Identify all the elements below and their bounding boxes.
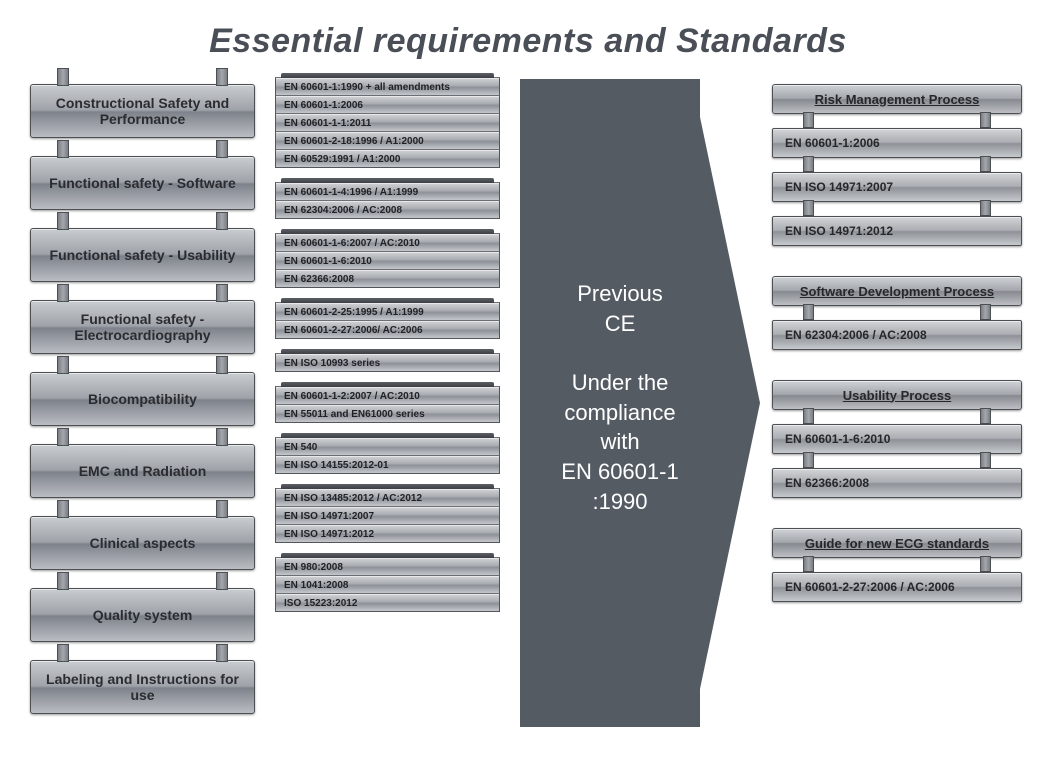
standard-bar: EN 62304:2006 / AC:2008: [275, 200, 500, 219]
standards-group: EN 60601-1:1990 + all amendments EN 6060…: [275, 77, 500, 168]
category-label: Quality system: [93, 607, 193, 623]
category-signpost: Functional safety - Electrocardiography: [30, 300, 255, 354]
standard-bar: EN 60601-2-18:1996 / A1:2000: [275, 131, 500, 150]
standard-bar: EN 60529:1991 / A1:2000: [275, 149, 500, 168]
process-header: Usability Process: [772, 380, 1022, 410]
category-signpost: Labeling and Instructions for use: [30, 660, 255, 714]
category-label: Functional safety - Electrocardiography: [45, 311, 240, 343]
arrow-line: :1990: [592, 489, 647, 514]
arrow-line: with: [600, 429, 639, 454]
processes-column: Risk Management Process EN 60601-1:2006 …: [772, 84, 1022, 632]
arrow-line: compliance: [564, 400, 675, 425]
standards-group: EN ISO 13485:2012 / AC:2012 EN ISO 14971…: [275, 488, 500, 543]
process-group: Guide for new ECG standards EN 60601-2-2…: [772, 528, 1022, 602]
standard-bar: EN ISO 13485:2012 / AC:2012: [275, 488, 500, 507]
category-signpost: Constructional Safety and Performance: [30, 84, 255, 138]
standard-bar: ISO 15223:2012: [275, 593, 500, 612]
arrow-line: Previous: [577, 281, 663, 306]
standards-group: EN 60601-1-4:1996 / A1:1999 EN 62304:200…: [275, 182, 500, 219]
category-signpost: Clinical aspects: [30, 516, 255, 570]
category-label: Constructional Safety and Performance: [45, 95, 240, 127]
category-signpost: Quality system: [30, 588, 255, 642]
category-signpost: Biocompatibility: [30, 372, 255, 426]
standards-group: EN 980:2008 EN 1041:2008 ISO 15223:2012: [275, 557, 500, 612]
process-item: EN ISO 14971:2012: [772, 216, 1022, 246]
category-label: Clinical aspects: [90, 535, 196, 551]
process-header: Software Development Process: [772, 276, 1022, 306]
standard-bar: EN 1041:2008: [275, 575, 500, 594]
process-item: EN 60601-1:2006: [772, 128, 1022, 158]
standard-bar: EN 540: [275, 437, 500, 456]
category-label: Functional safety - Software: [49, 175, 236, 191]
process-header: Guide for new ECG standards: [772, 528, 1022, 558]
process-group: Risk Management Process EN 60601-1:2006 …: [772, 84, 1022, 246]
category-signpost: Functional safety - Usability: [30, 228, 255, 282]
process-item: EN ISO 14971:2007: [772, 172, 1022, 202]
standard-bar: EN ISO 14971:2007: [275, 506, 500, 525]
standard-bar: EN ISO 14155:2012-01: [275, 455, 500, 474]
process-item-label: EN 60601-1-6:2010: [785, 432, 890, 446]
process-item-label: EN 62366:2008: [785, 476, 869, 490]
process-item: EN 60601-2-27:2006 / AC:2006: [772, 572, 1022, 602]
standard-bar: EN 60601-1:1990 + all amendments: [275, 77, 500, 96]
category-label: Functional safety - Usability: [50, 247, 236, 263]
standard-bar: EN 60601-1:2006: [275, 95, 500, 114]
standard-bar: EN 60601-1-6:2010: [275, 251, 500, 270]
standard-bar: EN 60601-1-6:2007 / AC:2010: [275, 233, 500, 252]
standards-group: EN 540 EN ISO 14155:2012-01: [275, 437, 500, 474]
standards-group: EN 60601-1-2:2007 / AC:2010 EN 55011 and…: [275, 386, 500, 423]
standards-group: EN ISO 10993 series: [275, 353, 500, 372]
standard-bar: EN 980:2008: [275, 557, 500, 576]
category-label: Biocompatibility: [88, 391, 197, 407]
standards-column: EN 60601-1:1990 + all amendments EN 6060…: [275, 77, 500, 626]
categories-column: Constructional Safety and Performance Fu…: [30, 84, 255, 732]
process-header: Risk Management Process: [772, 84, 1022, 114]
process-item-label: EN 60601-1:2006: [785, 136, 880, 150]
process-item: EN 62304:2006 / AC:2008: [772, 320, 1022, 350]
arrow-line: Under the: [572, 370, 669, 395]
compliance-arrow: Previous CE Under the compliance with EN…: [520, 79, 730, 727]
process-header-label: Usability Process: [843, 388, 951, 403]
standard-bar: EN 60601-2-27:2006/ AC:2006: [275, 320, 500, 339]
standard-bar: EN 60601-1-2:2007 / AC:2010: [275, 386, 500, 405]
standard-bar: EN 62366:2008: [275, 269, 500, 288]
diagram-canvas: Constructional Safety and Performance Fu…: [0, 69, 1056, 769]
process-item-label: EN ISO 14971:2007: [785, 180, 893, 194]
standard-bar: EN 60601-1-4:1996 / A1:1999: [275, 182, 500, 201]
category-label: Labeling and Instructions for use: [45, 671, 240, 703]
category-signpost: EMC and Radiation: [30, 444, 255, 498]
standard-bar: EN ISO 14971:2012: [275, 524, 500, 543]
process-item-label: EN 62304:2006 / AC:2008: [785, 328, 927, 342]
standards-group: EN 60601-2-25:1995 / A1:1999 EN 60601-2-…: [275, 302, 500, 339]
process-header-label: Risk Management Process: [815, 92, 980, 107]
process-item-label: EN 60601-2-27:2006 / AC:2006: [785, 580, 955, 594]
process-item: EN 62366:2008: [772, 468, 1022, 498]
arrow-line: EN 60601-1: [561, 459, 678, 484]
process-header-label: Software Development Process: [800, 284, 994, 299]
standard-bar: EN 60601-1-1:2011: [275, 113, 500, 132]
process-item-label: EN ISO 14971:2012: [785, 224, 893, 238]
page-title: Essential requirements and Standards: [0, 0, 1056, 61]
category-signpost: Functional safety - Software: [30, 156, 255, 210]
process-group: Software Development Process EN 62304:20…: [772, 276, 1022, 350]
process-header-label: Guide for new ECG standards: [805, 536, 989, 551]
process-item: EN 60601-1-6:2010: [772, 424, 1022, 454]
standard-bar: EN 55011 and EN61000 series: [275, 404, 500, 423]
standard-bar: EN 60601-2-25:1995 / A1:1999: [275, 302, 500, 321]
arrow-text: Previous CE Under the compliance with EN…: [520, 79, 720, 517]
process-group: Usability Process EN 60601-1-6:2010 EN 6…: [772, 380, 1022, 498]
standard-bar: EN ISO 10993 series: [275, 353, 500, 372]
category-label: EMC and Radiation: [79, 463, 207, 479]
standards-group: EN 60601-1-6:2007 / AC:2010 EN 60601-1-6…: [275, 233, 500, 288]
arrow-line: CE: [605, 311, 636, 336]
